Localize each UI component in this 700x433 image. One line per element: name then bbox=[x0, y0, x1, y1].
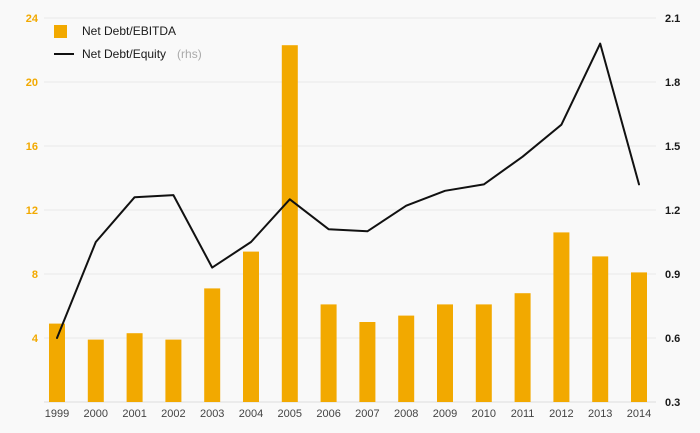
legend-rhs-suffix: (rhs) bbox=[177, 47, 202, 61]
left-axis-tick: 4 bbox=[32, 333, 39, 345]
bar-2001[interactable] bbox=[126, 333, 143, 402]
right-axis-tick: 0.6 bbox=[665, 333, 680, 345]
bar-1999[interactable] bbox=[49, 323, 65, 402]
x-axis-tick: 2009 bbox=[433, 408, 457, 420]
x-axis-tick: 2014 bbox=[627, 408, 651, 420]
x-axis-tick: 2004 bbox=[239, 408, 263, 420]
legend-label-net-debt-equity: Net Debt/Equity bbox=[82, 47, 167, 61]
bar-2002[interactable] bbox=[165, 339, 182, 402]
legend-label-net-debt-ebitda: Net Debt/EBITDA bbox=[82, 24, 177, 38]
left-axis-tick: 8 bbox=[32, 269, 38, 281]
bar-2006[interactable] bbox=[320, 304, 337, 402]
right-axis-tick: 2.1 bbox=[665, 13, 680, 25]
x-axis-tick: 2011 bbox=[511, 408, 535, 420]
bar-2008[interactable] bbox=[398, 315, 415, 402]
bar-2004[interactable] bbox=[243, 251, 259, 402]
x-axis-tick: 2007 bbox=[355, 408, 379, 420]
x-axis-tick: 2013 bbox=[588, 408, 612, 420]
x-axis-tick: 1999 bbox=[45, 408, 69, 420]
x-axis-tick: 2006 bbox=[316, 408, 340, 420]
left-axis-tick: 16 bbox=[26, 141, 38, 153]
x-axis-tick: 2002 bbox=[161, 408, 185, 420]
bar-swatch-icon bbox=[54, 24, 67, 38]
right-axis-tick: 1.5 bbox=[665, 141, 680, 153]
legend-item-net-debt-ebitda: Net Debt/EBITDA bbox=[54, 24, 202, 38]
bar-2012[interactable] bbox=[553, 232, 570, 402]
legend-item-net-debt-equity: Net Debt/Equity (rhs) bbox=[54, 47, 202, 61]
x-axis-tick: 2005 bbox=[278, 408, 302, 420]
chart-legend: Net Debt/EBITDA Net Debt/Equity (rhs) bbox=[54, 24, 202, 61]
left-axis-tick: 24 bbox=[26, 13, 39, 25]
x-axis-tick: 2012 bbox=[549, 408, 573, 420]
x-axis-tick: 2000 bbox=[84, 408, 108, 420]
left-axis-tick: 12 bbox=[26, 205, 38, 217]
bar-2011[interactable] bbox=[514, 293, 531, 402]
bar-2003[interactable] bbox=[204, 288, 221, 402]
bar-2005[interactable] bbox=[281, 45, 298, 402]
x-axis-tick: 2008 bbox=[394, 408, 418, 420]
right-axis-tick: 1.2 bbox=[665, 205, 680, 217]
bar-2013[interactable] bbox=[592, 256, 609, 402]
line-swatch-icon bbox=[54, 52, 74, 56]
right-axis-tick: 0.3 bbox=[665, 397, 680, 409]
bar-2010[interactable] bbox=[475, 304, 492, 402]
right-axis-tick: 1.8 bbox=[665, 77, 680, 89]
net-debt-equity-line[interactable] bbox=[56, 42, 640, 339]
left-axis-tick: 20 bbox=[26, 77, 38, 89]
x-axis-tick: 2010 bbox=[472, 408, 496, 420]
bar-2014[interactable] bbox=[631, 272, 647, 402]
right-axis-tick: 0.9 bbox=[665, 269, 680, 281]
bar-2007[interactable] bbox=[359, 322, 376, 402]
bar-2000[interactable] bbox=[87, 339, 104, 402]
bar-2009[interactable] bbox=[437, 304, 453, 402]
x-axis-tick: 2003 bbox=[200, 408, 224, 420]
x-axis-tick: 2001 bbox=[122, 408, 146, 420]
